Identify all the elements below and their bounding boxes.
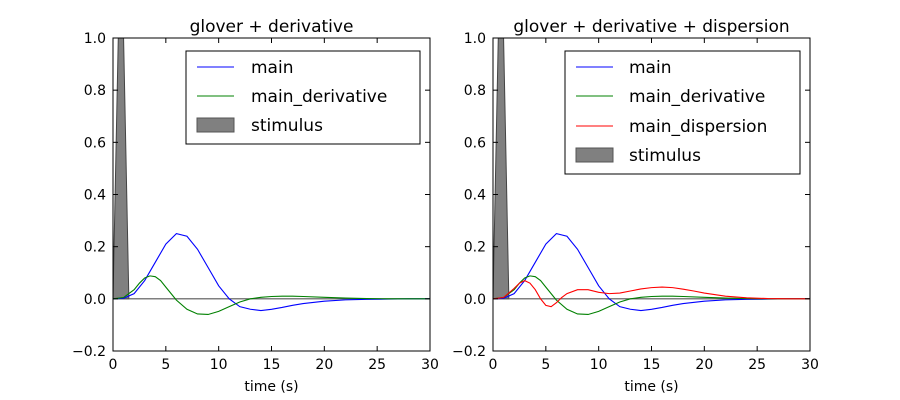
y-tick-label: 0.8 — [464, 83, 486, 99]
legend: main main_derivative main_dispersion sti… — [564, 50, 801, 175]
stimulus-area — [493, 38, 510, 300]
y-tick-label: 0.6 — [84, 135, 106, 151]
y-tick-label: 1.0 — [464, 31, 486, 47]
series-line-main-dispersion — [493, 279, 810, 308]
x-tick-label: 15 — [643, 357, 661, 373]
stimulus-area — [113, 38, 130, 300]
legend-label-main: main — [629, 58, 671, 78]
series-line-main — [493, 233, 810, 312]
x-axis-label: time (s) — [624, 379, 678, 395]
legend-label-main-derivative: main_derivative — [251, 87, 387, 107]
series-line-main-derivative — [493, 275, 810, 316]
x-tick-label: 0 — [109, 357, 118, 373]
y-tick-label: 0.8 — [84, 83, 106, 99]
series-line-main-derivative — [113, 275, 430, 316]
x-tick-label: 10 — [210, 357, 228, 373]
legend-label-stimulus: stimulus — [629, 146, 701, 166]
y-tick-label: 0.0 — [464, 292, 486, 308]
x-tick-label: 10 — [590, 357, 608, 373]
x-tick-label: 15 — [263, 357, 281, 373]
legend-label-main-derivative: main_derivative — [629, 87, 765, 107]
x-tick-label: 5 — [161, 357, 170, 373]
x-tick-label: 30 — [421, 357, 439, 373]
x-tick-label: 25 — [748, 357, 766, 373]
y-tick-label: 0.4 — [84, 188, 106, 204]
y-tick-label: −0.2 — [452, 344, 486, 360]
y-tick-label: 0.2 — [464, 240, 486, 256]
legend-label-main-dispersion: main_dispersion — [629, 117, 767, 137]
legend-swatch-stimulus — [196, 117, 235, 133]
y-tick-label: 0.6 — [464, 135, 486, 151]
chart-title: glover + derivative — [190, 17, 354, 37]
chart-left: 0 5 10 15 20 25 30 −0.2 0.0 0.2 0.4 0.6 0.8 1.0 glove… — [72, 17, 439, 395]
y-tick-label: 0.4 — [464, 188, 486, 204]
y-tick-label: 1.0 — [84, 31, 106, 47]
series-line-main — [113, 233, 430, 312]
x-tick-label: 30 — [801, 357, 819, 373]
chart-right: 0 5 10 15 20 25 30 −0.2 0.0 0.2 0.4 0.6 0.8 1.0 glove… — [452, 17, 819, 395]
y-tick-label: 0.2 — [84, 240, 106, 256]
chart-title: glover + derivative + dispersion — [513, 17, 789, 37]
legend-label-main: main — [251, 58, 293, 78]
y-tick-label: −0.2 — [72, 344, 106, 360]
x-tick-label: 0 — [489, 357, 498, 373]
legend-label-stimulus: stimulus — [251, 116, 323, 136]
x-tick-label: 20 — [315, 357, 333, 373]
y-tick-label: 0.0 — [84, 292, 106, 308]
x-tick-label: 25 — [368, 357, 386, 373]
x-axis-label: time (s) — [244, 379, 298, 395]
legend-swatch-stimulus — [575, 147, 614, 163]
x-tick-label: 20 — [695, 357, 713, 373]
x-tick-label: 5 — [541, 357, 550, 373]
legend: main main_derivative stimulus — [185, 50, 421, 145]
